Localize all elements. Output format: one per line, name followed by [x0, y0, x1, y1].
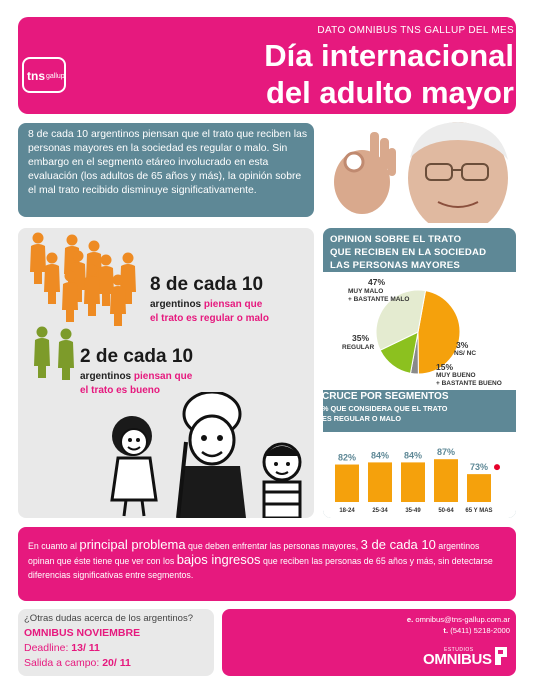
stat1-subtext: argentinos piensan que el trato es regul… — [150, 298, 269, 326]
stat2-word-argentinos: argentinos — [80, 371, 132, 382]
bar-18-24 — [335, 464, 359, 502]
bar-category-label: 35-49 — [405, 508, 421, 514]
pie-slice-muy-bueno-pct: 15% — [436, 362, 454, 372]
opinion-title-line3: LAS PERSONAS MAYORES — [330, 260, 460, 271]
bar-value-label: 82% — [338, 453, 356, 463]
bar-value-label: 84% — [404, 450, 422, 460]
pie-slice-muy-bueno-label: MUY BUENO + BASTANTE BUENO — [436, 372, 502, 388]
pie-slice-regular-pct: 35% — [352, 333, 370, 343]
footer-salida-label: Salida a campo: — [24, 657, 103, 669]
opinion-title: OPINION SOBRE EL TRATO QUE RECIBEN EN LA… — [330, 233, 510, 272]
tns-gallup-logo: tns gallup — [22, 57, 66, 93]
pie-slice-muy-malo-label2: + BASTANTE MALO — [348, 296, 410, 303]
stat1-word-argentinos: argentinos — [150, 299, 202, 310]
stat2-line2: el trato es bueno — [80, 385, 161, 396]
logo-gallup-text: gallup — [46, 73, 65, 80]
footer-info-panel — [18, 609, 214, 676]
bar-category-label: 65 Y MAS — [465, 508, 492, 514]
bottom-highlight-3de10: 3 de cada 10 — [360, 537, 436, 552]
header-kicker: DATO OMNIBUS TNS GALLUP DEL MES — [317, 25, 514, 36]
bottom-band — [18, 527, 516, 601]
pie-slice-regular — [375, 289, 427, 351]
footer-salida: Salida a campo: 20/ 11 — [24, 657, 131, 669]
stat2-headline: 2 de cada 10 — [80, 346, 194, 367]
pie-slice-nsnc-label: NS/ NC — [454, 350, 477, 357]
bar-value-label: 84% — [371, 450, 389, 460]
footer-contact-panel — [222, 609, 516, 676]
bottom-highlight-problema: principal problema — [79, 537, 186, 552]
contact-email-key: e. — [406, 615, 414, 624]
opinion-title-line1: OPINION SOBRE EL TRATO — [330, 234, 462, 245]
bar-category-label: 25-34 — [372, 508, 388, 514]
bar-value-label: 87% — [437, 447, 455, 457]
logo-tns-text: tns — [27, 69, 45, 83]
header-banner — [18, 17, 516, 114]
bottom-text-part1: En cuanto al — [28, 541, 80, 551]
segments-bar-chart: 82% 18-24 84% 25-34 84% 35-49 87% 50-64 73% 65 Y … — [335, 447, 501, 514]
segments-subtitle: % QUE CONSIDERA QUE EL TRATO ES REGULAR … — [322, 404, 512, 423]
page-title-line1: Día internacional — [264, 38, 514, 73]
bottom-text-part4: que reciben las personas de 65 años y má… — [28, 556, 493, 580]
footer-deadline-value: 13/ 11 — [71, 642, 100, 654]
stat2-subtext: argentinos piensan que el trato es bueno — [80, 370, 192, 398]
contact-email-value[interactable]: omnibus@tns-gallup.com.ar — [415, 615, 510, 624]
bar-50-64 — [434, 459, 458, 502]
highlight-dot — [493, 463, 501, 472]
bar-value-label: 73% — [470, 462, 488, 472]
brand-estudios: ESTUDIOS — [444, 647, 474, 653]
opinion-pie-chart — [375, 289, 461, 375]
pie-slice-nsnc-pct: 3% — [456, 340, 469, 350]
elderly-man-photo — [318, 118, 518, 223]
bottom-text-part2: que deben enfrentar las personas mayores… — [185, 541, 361, 551]
bottom-text-part3: argentinos opinan que éste tiene que ver… — [28, 541, 480, 566]
footer-salida-value: 20/ 11 — [102, 657, 131, 669]
pie-slice-regular-label: REGULAR — [342, 344, 375, 351]
bar-category-label: 18-24 — [339, 508, 355, 514]
pie-slice-muy-malo-label: MUY MALO + BASTANTE MALO — [348, 288, 409, 304]
footer-question: ¿Otras dudas acerca de los argentinos? — [24, 613, 193, 624]
pie-slice-muy-bueno-label2: + BASTANTE BUENO — [436, 380, 502, 387]
contact-phone-value: (5411) 5218-2000 — [450, 626, 510, 635]
stat1-headline: 8 de cada 10 — [150, 274, 264, 295]
contact-phone: t. (5411) 5218-2000 — [443, 626, 510, 635]
bar-25-34 — [368, 462, 392, 502]
bar-category-label: 50-64 — [438, 508, 454, 514]
pie-slice-muy-bueno-label1: MUY BUENO — [436, 372, 476, 379]
cartoon-family-illustration — [110, 392, 302, 518]
contact-phone-key: t. — [443, 626, 449, 635]
footer-deadline: Deadline: 13/ 11 — [24, 642, 100, 654]
bar-35-49 — [401, 462, 425, 502]
pie-slice-muy-malo-label1: MUY MALO — [348, 288, 384, 295]
bottom-highlight-ingresos: bajos ingresos — [176, 552, 261, 567]
omnibus-logo-icon — [495, 647, 507, 665]
page-title-line2: del adulto mayor — [265, 75, 514, 110]
footer-deadline-label: Deadline: — [24, 642, 72, 654]
stat1-line2: el trato es regular o malo — [150, 313, 269, 324]
contact-email[interactable]: e. omnibus@tns-gallup.com.ar — [407, 615, 510, 624]
segments-subtitle-line2: ES REGULAR O MALO — [322, 413, 402, 423]
segments-subtitle-line1: % QUE CONSIDERA QUE EL TRATO — [322, 404, 448, 413]
bottom-text: En cuanto al principal problema que debe… — [28, 538, 504, 582]
intro-text: 8 de cada 10 argentinos piensan que el t… — [28, 129, 308, 196]
opinion-title-line2: QUE RECIBEN EN LA SOCIEDAD — [330, 247, 487, 258]
segments-title: CRUCE POR SEGMENTOS — [322, 391, 449, 402]
pie-slice-muy-malo — [417, 290, 461, 375]
brand-omnibus: OMNIBUS — [423, 651, 492, 668]
footer-omnibus-month: OMNIBUS NOVIEMBRE — [24, 627, 141, 639]
stat1-word-piensan: piensan que — [203, 299, 263, 310]
intro-panel — [18, 123, 314, 217]
bar-65-y-mas — [467, 474, 491, 502]
stat2-word-piensan: piensan que — [133, 371, 193, 382]
pie-slice-muy-malo-pct: 47% — [368, 277, 386, 287]
